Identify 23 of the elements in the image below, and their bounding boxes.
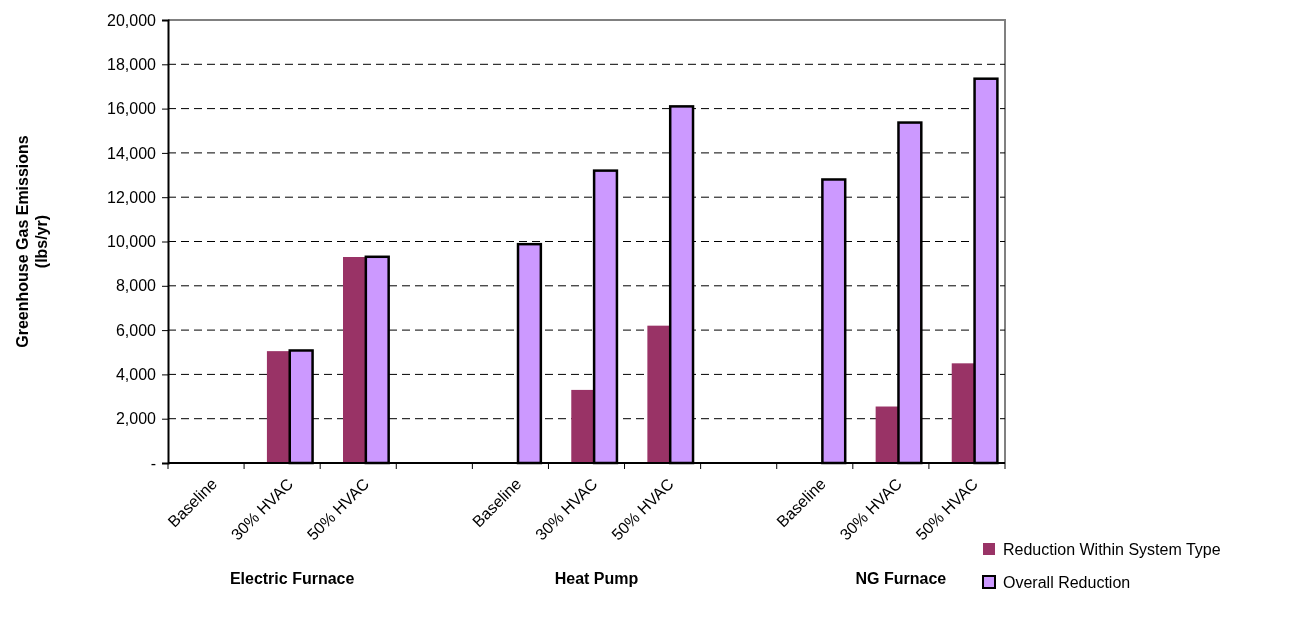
y-tick-label: 8,000 <box>115 277 157 295</box>
text: NG Furnace <box>855 570 947 587</box>
y-tick-label: 12,000 <box>107 188 157 206</box>
y-axis-title: Greenhouse Gas Emissions (lbs/yr) <box>14 135 51 348</box>
legend-label: Reduction Within System Type <box>1003 540 1221 558</box>
text: Electric Furnace <box>229 570 355 587</box>
y-tick-label: 2,000 <box>115 410 157 428</box>
y-tick-label: 10,000 <box>107 233 157 251</box>
y-tick-label: 20,000 <box>107 11 157 29</box>
y-tick-label: 4,000 <box>115 366 157 384</box>
text: Heat Pump <box>554 570 639 587</box>
bar <box>343 257 366 463</box>
y-tick-label: 6,000 <box>115 321 157 339</box>
y-tick-label: - <box>150 454 156 472</box>
y-tick-label: 16,000 <box>107 100 157 118</box>
bar <box>951 363 975 463</box>
bar <box>875 406 899 463</box>
bar <box>266 351 290 463</box>
y-tick-label: 14,000 <box>107 144 157 162</box>
legend-label: Overall Reduction <box>1003 573 1131 591</box>
bar <box>647 325 671 463</box>
y-tick-label: 18,000 <box>107 55 157 73</box>
bar <box>571 389 595 463</box>
